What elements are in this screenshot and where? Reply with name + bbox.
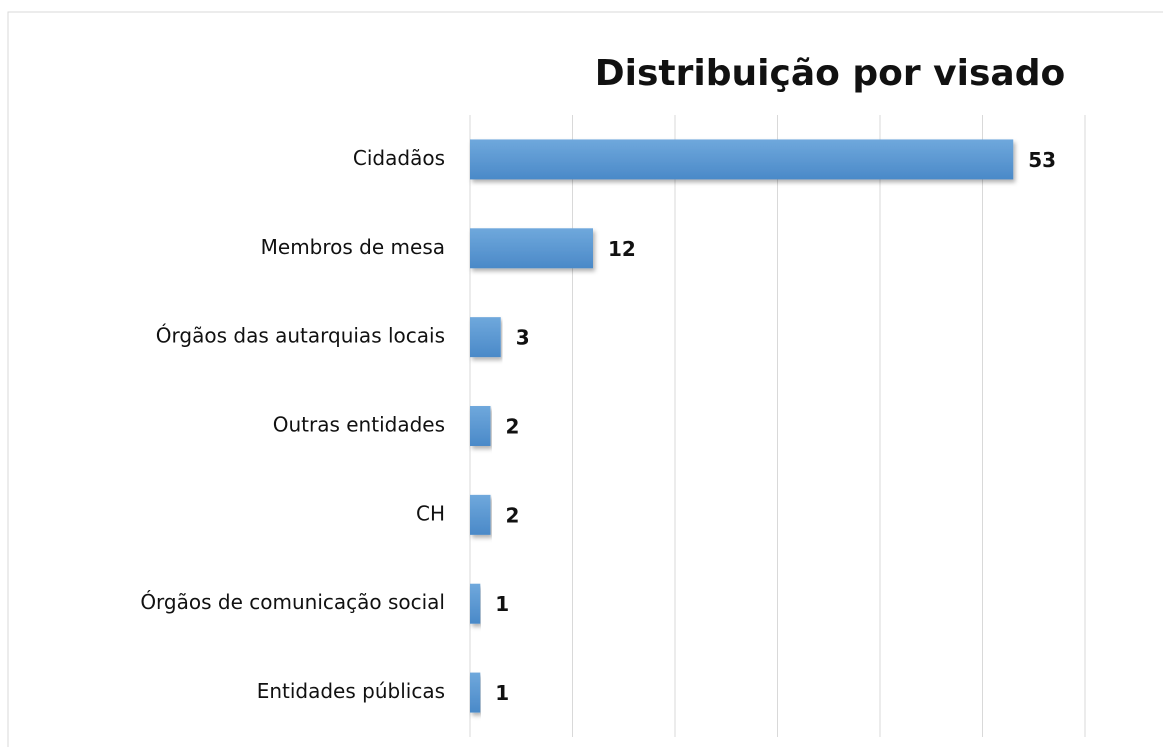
frame	[7, 11, 1163, 747]
bar	[470, 494, 491, 535]
data-label: 1	[495, 681, 509, 705]
data-label: 2	[506, 503, 520, 527]
bar	[470, 228, 593, 269]
y-tick-label: Entidades públicas	[257, 679, 445, 703]
y-tick-label: Órgãos de comunicação social	[140, 590, 445, 614]
bar	[470, 672, 481, 713]
bar	[470, 139, 1014, 180]
bar	[470, 406, 491, 446]
data-label: 12	[608, 237, 636, 261]
chart-title: Distribuição por visado	[595, 53, 1065, 94]
data-label: 53	[1028, 148, 1056, 172]
bar	[470, 317, 501, 358]
y-tick-label: Outras entidades	[273, 413, 445, 437]
y-tick-label: Cidadãos	[353, 146, 445, 170]
y-tick-label: CH	[416, 501, 445, 525]
data-label: 3	[516, 326, 530, 350]
data-label: 1	[495, 592, 509, 616]
y-tick-label: Órgãos das autarquias locais	[156, 324, 445, 348]
y-tick-label: Membros de mesa	[261, 235, 445, 259]
bar	[470, 583, 481, 624]
data-label: 2	[506, 415, 520, 439]
